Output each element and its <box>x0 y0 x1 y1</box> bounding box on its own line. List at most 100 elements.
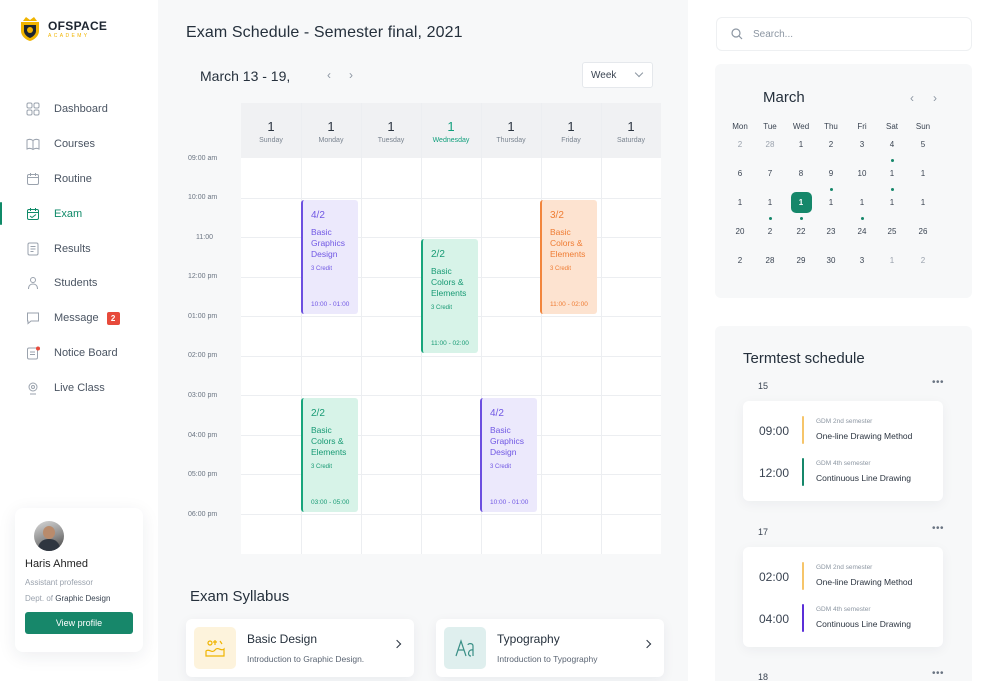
sidebar-item-exam[interactable]: Exam <box>0 196 158 231</box>
day-header-sunday[interactable]: 1 Sunday <box>241 103 301 158</box>
sidebar-item-students[interactable]: Students <box>0 266 158 301</box>
calendar-day[interactable]: 8 <box>786 162 816 184</box>
chevron-right-icon[interactable] <box>642 639 652 649</box>
calendar-day[interactable]: 1 <box>877 159 907 184</box>
sidebar-item-label: Dashboard <box>54 103 108 116</box>
sidebar-item-results[interactable]: Results <box>0 231 158 266</box>
termtest-slot[interactable]: 02:00 GDM 2nd semester One-line Drawing … <box>743 562 943 592</box>
day-header-thursday[interactable]: 1 Thursday <box>481 103 541 158</box>
calendar-day[interactable]: 1 <box>816 188 846 213</box>
calendar-day[interactable]: 1 <box>725 191 755 213</box>
calendar-day[interactable]: 1 <box>755 191 785 213</box>
event-time: 10:00 - 01:00 <box>311 301 350 308</box>
exam-event[interactable]: 4/2 Basic Graphics Design 3 Credit 10:00… <box>480 398 537 512</box>
calendar-day[interactable]: 1 <box>908 191 938 213</box>
event-fraction: 2/2 <box>311 408 325 419</box>
sidebar-nav: Dashboard Courses Routine Exam Results <box>0 92 158 405</box>
syllabus-card[interactable]: Typography Introduction to Typography <box>436 619 664 677</box>
search-input[interactable]: Search... <box>716 17 972 51</box>
calendar-day[interactable]: 5 <box>908 133 938 155</box>
sidebar-item-dashboard[interactable]: Dashboard <box>0 92 158 127</box>
exam-event[interactable]: 3/2 Basic Colors & Elements 3 Credit 11:… <box>540 200 597 314</box>
sidebar-item-label: Message <box>54 312 99 325</box>
event-fraction: 3/2 <box>550 210 564 221</box>
exam-event[interactable]: 2/2 Basic Colors & Elements 3 Credit 11:… <box>421 239 478 353</box>
more-options-icon[interactable]: ••• <box>932 523 945 534</box>
next-month-chevron-icon[interactable]: › <box>933 91 937 105</box>
calendar-day[interactable]: 4 <box>877 133 907 155</box>
sidebar-item-live-class[interactable]: Live Class <box>0 370 158 405</box>
calendar-day[interactable]: 10 <box>847 162 877 184</box>
calendar-day-number: 2 <box>828 139 834 149</box>
calendar-day-number: 1 <box>920 168 926 178</box>
calendar-day-number: 2 <box>767 226 773 236</box>
calendar-day[interactable]: 29 <box>786 249 816 271</box>
sidebar-item-courses[interactable]: Courses <box>0 127 158 162</box>
calendar-day[interactable]: 9 <box>816 162 846 184</box>
view-select[interactable]: Week <box>582 62 653 88</box>
calendar-day[interactable]: 2 <box>725 249 755 271</box>
chevron-right-icon[interactable] <box>392 639 402 649</box>
termtest-slot[interactable]: 12:00 GDM 4th semester Continuous Line D… <box>743 458 943 488</box>
calendar-day[interactable]: 6 <box>725 162 755 184</box>
calendar-day[interactable]: 1 <box>786 133 816 155</box>
termtest-card[interactable]: 09:00 GDM 2nd semester One-line Drawing … <box>743 401 943 501</box>
calendar-day[interactable]: 1 <box>847 191 877 213</box>
termtest-slot[interactable]: 09:00 GDM 2nd semester One-line Drawing … <box>743 416 943 446</box>
day-header-friday[interactable]: 1 Friday <box>541 103 601 158</box>
calendar-day-number: 1 <box>889 197 895 207</box>
more-options-icon[interactable]: ••• <box>932 377 945 388</box>
day-header-wednesday[interactable]: 1 Wednesday <box>421 103 481 158</box>
calendar-day[interactable]: 30 <box>816 249 846 271</box>
calendar-day[interactable]: 20 <box>725 220 755 242</box>
sidebar-item-label: Exam <box>54 207 83 220</box>
calendar-day[interactable]: 28 <box>755 133 785 155</box>
profile-dept-prefix: Dept. of <box>25 594 54 603</box>
sidebar-item-label: Live Class <box>54 381 105 394</box>
day-header-saturday[interactable]: 1 Saturday <box>601 103 661 158</box>
prev-month-chevron-icon[interactable]: ‹ <box>910 91 914 105</box>
calendar-day[interactable]: 7 <box>755 162 785 184</box>
view-select-value: Week <box>591 69 617 81</box>
calendar-day-number: 2 <box>737 139 743 149</box>
day-header-tuesday[interactable]: 1 Tuesday <box>361 103 421 158</box>
calendar-day[interactable]: 2 <box>755 217 785 242</box>
syllabus-card[interactable]: Basic Design Introduction to Graphic Des… <box>186 619 414 677</box>
view-profile-button[interactable]: View profile <box>25 612 133 634</box>
calendar-day[interactable]: 3 <box>847 133 877 155</box>
calendar-day[interactable]: 23 <box>816 220 846 242</box>
calendar-day-number: 23 <box>826 226 836 236</box>
sidebar-item-routine[interactable]: Routine <box>0 162 158 197</box>
event-time: 10:00 - 01:00 <box>490 499 529 506</box>
termtest-card[interactable]: 02:00 GDM 2nd semester One-line Drawing … <box>743 547 943 647</box>
calendar-day[interactable]: 1 <box>877 249 907 271</box>
time-label: 12:00 pm <box>188 273 218 280</box>
calendar-day[interactable]: 1 <box>908 162 938 184</box>
calendar-day[interactable]: 28 <box>755 249 785 271</box>
calendar-day[interactable]: 1 <box>877 188 907 213</box>
exam-event[interactable]: 2/2 Basic Colors & Elements 3 Credit 03:… <box>301 398 358 512</box>
calendar-day[interactable]: 2 <box>725 133 755 155</box>
sidebar-item-notice-board[interactable]: Notice Board <box>0 336 158 371</box>
more-options-icon[interactable]: ••• <box>932 668 945 679</box>
calendar-day[interactable]: 22 <box>786 217 816 242</box>
prev-week-chevron-icon[interactable]: ‹ <box>327 68 331 82</box>
sidebar-item-message[interactable]: Message 2 <box>0 301 158 336</box>
exam-event[interactable]: 4/2 Basic Graphics Design 3 Credit 10:00… <box>301 200 358 314</box>
calendar-day[interactable]: 2 <box>816 133 846 155</box>
calendar-day-selected[interactable]: 1 <box>786 191 816 213</box>
brand-logo[interactable]: OFSPACE ACADEMY <box>20 16 107 42</box>
day-header-monday[interactable]: 1 Monday <box>301 103 361 158</box>
termtest-panel: Termtest schedule 15 ••• 09:00 GDM 2nd s… <box>715 326 972 681</box>
next-week-chevron-icon[interactable]: › <box>349 68 353 82</box>
calendar-day[interactable]: 3 <box>847 249 877 271</box>
day-name: Monday <box>318 137 344 144</box>
event-title: Basic Graphics Design <box>490 425 525 457</box>
event-title: Basic Graphics Design <box>311 227 346 259</box>
calendar-day[interactable]: 24 <box>847 217 877 242</box>
calendar-day[interactable]: 2 <box>908 249 938 271</box>
termtest-slot[interactable]: 04:00 GDM 4th semester Continuous Line D… <box>743 604 943 634</box>
calendar-day[interactable]: 25 <box>877 220 907 242</box>
calendar-day[interactable]: 26 <box>908 220 938 242</box>
event-credit: 3 Credit <box>311 266 333 272</box>
